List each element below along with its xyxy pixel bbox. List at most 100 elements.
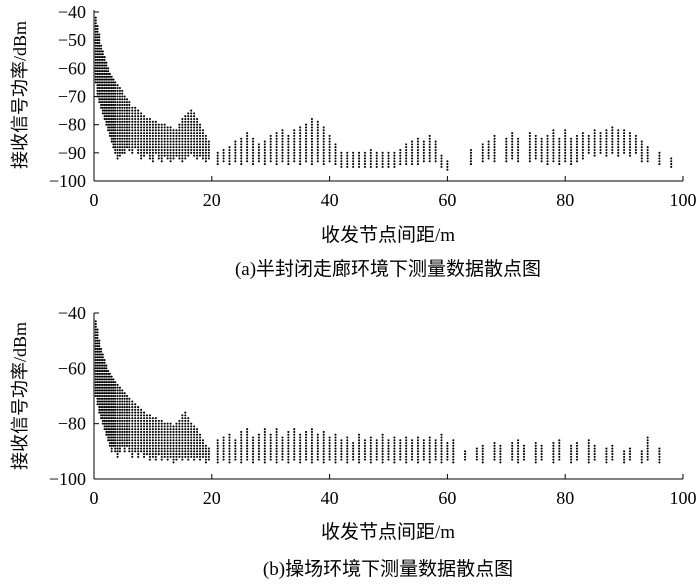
data-point (328, 143, 331, 146)
data-point (434, 455, 437, 458)
data-point (131, 134, 134, 137)
x-tick-label: 40 (321, 488, 339, 508)
data-point (251, 458, 255, 461)
data-point (469, 148, 473, 152)
data-point (96, 358, 99, 362)
data-point (605, 143, 608, 146)
data-point (198, 447, 202, 450)
data-point (334, 453, 337, 456)
data-point (446, 455, 449, 458)
data-point (190, 436, 193, 439)
data-point (222, 455, 225, 458)
data-point (611, 126, 614, 129)
data-point (552, 151, 555, 154)
data-point (178, 140, 181, 143)
data-point (534, 154, 537, 157)
panel-a: −40−50−60−70−80−90−100 0 20 40 60 80 100 接收信号… (10, 2, 697, 280)
data-point (528, 146, 531, 149)
data-point (110, 92, 113, 95)
data-point (540, 151, 543, 154)
data-point (107, 81, 110, 84)
data-point (193, 115, 196, 118)
data-point (101, 75, 104, 78)
data-point (114, 95, 117, 98)
data-point (143, 439, 146, 442)
data-point (204, 450, 207, 453)
data-point (105, 84, 108, 87)
data-point (275, 447, 278, 450)
data-point (658, 157, 661, 160)
data-point (131, 444, 134, 447)
data-point (587, 148, 590, 152)
data-point (187, 447, 190, 450)
data-point (446, 444, 449, 447)
data-point (134, 129, 137, 132)
data-point (193, 148, 196, 152)
data-point (428, 154, 431, 157)
data-point (316, 157, 319, 160)
data-point (145, 140, 149, 143)
data-point (137, 146, 140, 149)
data-point (617, 129, 620, 132)
data-point (623, 129, 626, 132)
data-point (96, 389, 99, 392)
data-point (116, 126, 119, 129)
data-point (96, 36, 99, 39)
data-point (287, 441, 290, 445)
data-point (103, 70, 106, 73)
data-point (428, 160, 431, 163)
data-point (269, 433, 272, 436)
data-point (293, 455, 296, 458)
data-point (646, 453, 649, 456)
data-point (160, 447, 163, 450)
data-point (148, 148, 151, 152)
data-point (452, 444, 455, 447)
data-point (184, 129, 187, 132)
data-point (110, 397, 113, 400)
data-point (105, 106, 108, 109)
data-point (118, 419, 121, 422)
data-point (187, 430, 190, 434)
data-point (381, 450, 384, 453)
data-point (163, 123, 166, 126)
data-point (125, 422, 129, 425)
data-point (98, 408, 101, 411)
data-point (114, 81, 117, 84)
data-point (575, 453, 579, 456)
data-point (375, 163, 378, 166)
data-point (434, 140, 437, 143)
data-point (121, 151, 124, 154)
data-point (100, 353, 103, 356)
data-point (316, 140, 319, 143)
data-point (575, 148, 579, 152)
data-point (534, 143, 537, 146)
data-point (190, 425, 193, 428)
data-point (100, 356, 103, 359)
data-point (172, 154, 175, 157)
data-point (581, 140, 584, 143)
data-point (581, 148, 584, 152)
data-point (201, 455, 205, 458)
data-point (446, 168, 449, 171)
data-point (121, 148, 124, 152)
data-point (446, 165, 449, 168)
data-point (166, 157, 169, 160)
data-point (175, 453, 178, 456)
data-point (121, 411, 124, 414)
data-point (222, 151, 225, 154)
data-point (105, 422, 108, 425)
data-point (143, 455, 146, 458)
data-point (128, 450, 131, 453)
data-point (175, 148, 178, 152)
data-point (96, 25, 99, 28)
data-point (169, 157, 172, 160)
data-point (112, 87, 115, 90)
data-point (118, 143, 121, 146)
data-point (299, 140, 302, 143)
data-point (187, 120, 190, 123)
data-point (269, 137, 272, 140)
data-point (251, 436, 255, 439)
data-point (299, 163, 302, 166)
data-point (157, 447, 160, 450)
data-point (422, 441, 425, 445)
